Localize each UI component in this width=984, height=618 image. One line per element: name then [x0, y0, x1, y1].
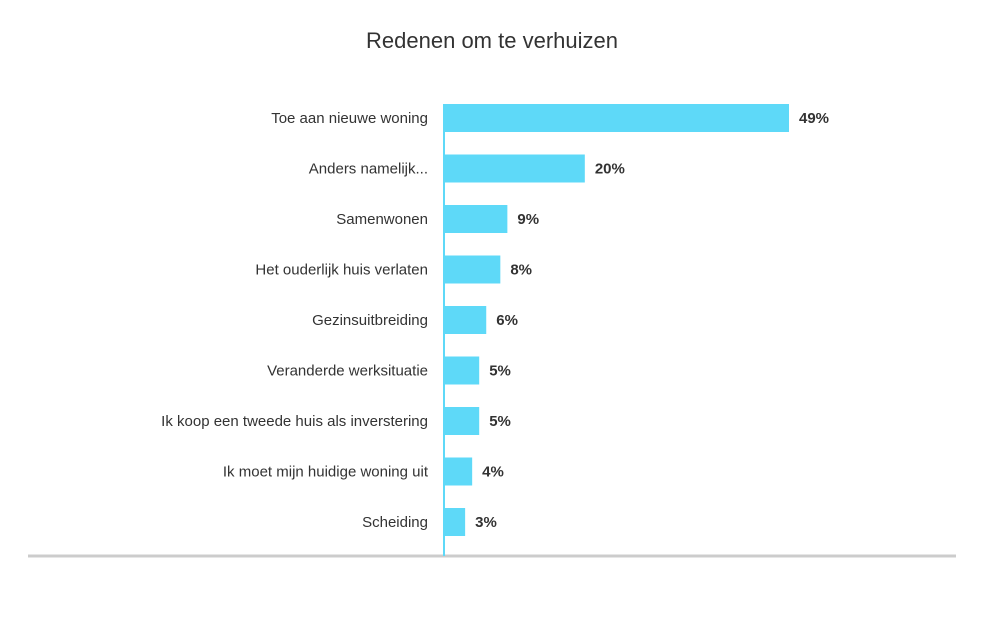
- bar: [444, 306, 487, 334]
- value-label: 4%: [482, 464, 504, 481]
- bar: [444, 508, 466, 536]
- value-label: 3%: [475, 514, 497, 531]
- value-label: 20%: [595, 161, 625, 178]
- category-label: Scheiding: [362, 514, 428, 531]
- value-label: 49%: [799, 110, 829, 127]
- category-label: Veranderde werksituatie: [267, 363, 428, 380]
- category-label: Ik moet mijn huidige woning uit: [223, 464, 429, 481]
- value-label: 5%: [489, 413, 511, 430]
- value-label: 5%: [489, 363, 511, 380]
- bar: [444, 205, 508, 233]
- value-label: 8%: [510, 262, 532, 279]
- bar: [444, 255, 501, 284]
- category-label: Ik koop een tweede huis als inverstering: [161, 413, 428, 430]
- category-label: Anders namelijk...: [309, 161, 428, 178]
- bars-layer: Toe aan nieuwe woning 49% Anders namelijk.…: [161, 104, 829, 536]
- category-label: Gezinsuitbreiding: [312, 312, 428, 329]
- bar: [444, 154, 585, 183]
- bar: [444, 104, 789, 132]
- category-label: Toe aan nieuwe woning: [271, 110, 428, 127]
- category-label: Samenwonen: [336, 211, 428, 228]
- chart-title: Redenen om te verhuizen: [366, 28, 618, 53]
- bar: [444, 356, 480, 385]
- bar: [444, 407, 480, 435]
- value-label: 9%: [517, 211, 539, 228]
- category-label: Het ouderlijk huis verlaten: [255, 262, 428, 279]
- bar: [444, 457, 473, 486]
- value-label: 6%: [496, 312, 518, 329]
